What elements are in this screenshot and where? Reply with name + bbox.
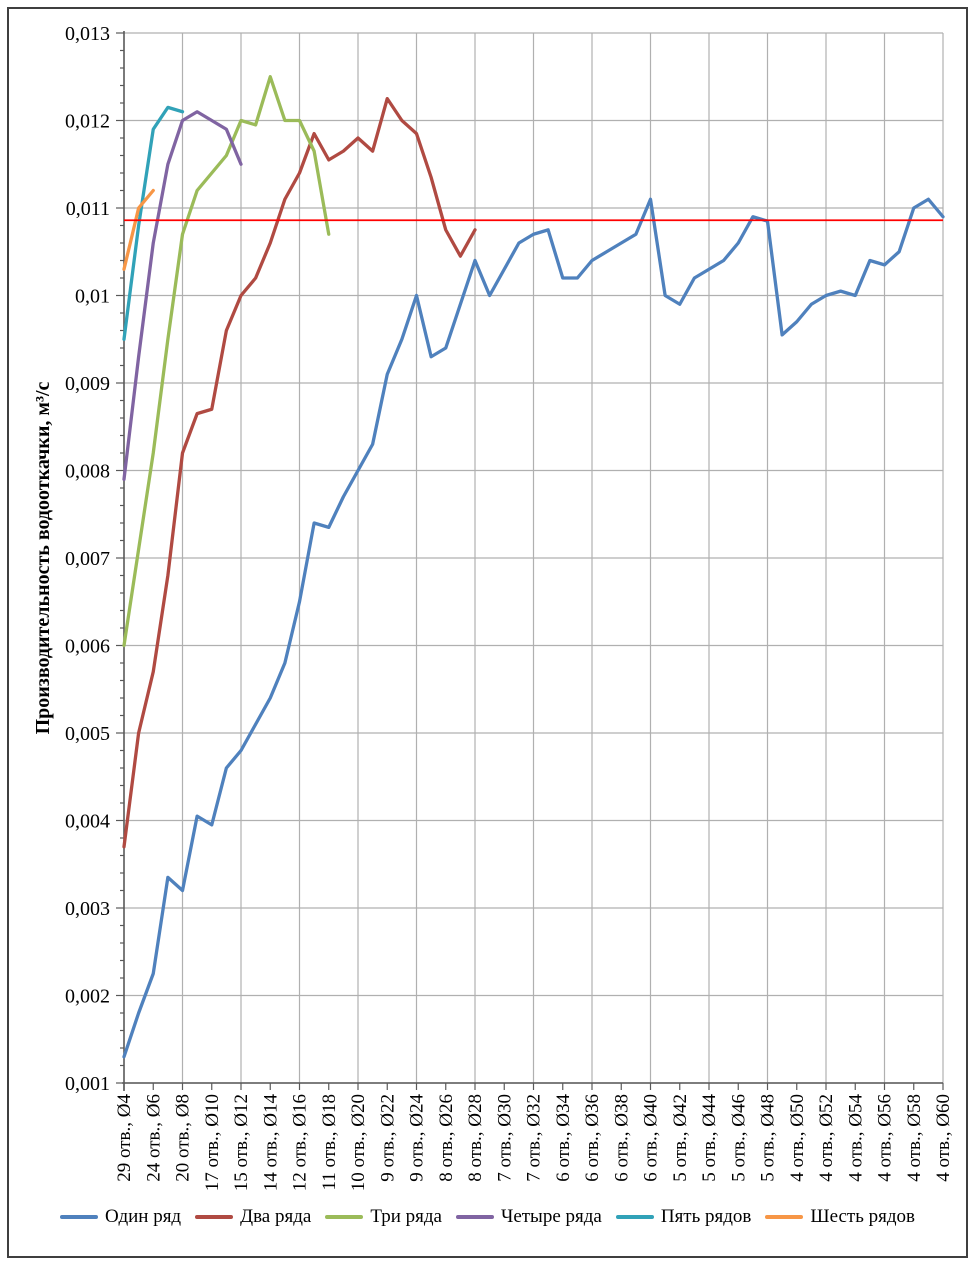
series-line-4 — [122, 110, 243, 481]
y-tick-label: 0,002 — [65, 986, 110, 1008]
y-tick-label: 0,005 — [65, 723, 110, 745]
legend-line-swatch-icon — [325, 1215, 364, 1219]
legend-label: Шесть рядов — [810, 1206, 916, 1227]
y-tick-label: 0,004 — [65, 811, 110, 833]
x-tick-label: 4 отв., Ø60 — [933, 1094, 954, 1182]
series-line-2 — [122, 96, 477, 849]
x-tick-label: 6 отв., Ø40 — [641, 1094, 662, 1182]
x-tick-label: 9 отв., Ø24 — [407, 1094, 428, 1182]
x-tick-label: 6 отв., Ø36 — [582, 1094, 603, 1182]
legend-label: Один ряд — [104, 1206, 182, 1227]
legend-item-6: Шесть рядов — [765, 1206, 915, 1228]
legend-item-1: Один ряд — [59, 1206, 182, 1228]
x-tick-label: 6 отв., Ø38 — [611, 1094, 632, 1182]
x-tick-label: 4 отв., Ø50 — [787, 1094, 808, 1182]
x-tick-label: 15 отв., Ø12 — [231, 1094, 252, 1191]
y-tick-label: 0,006 — [65, 636, 110, 658]
y-axis-title: Производительность водооткачки, м³/с — [32, 381, 54, 734]
legend-label: Пять рядов — [660, 1206, 752, 1227]
x-tick-label: 5 отв., Ø46 — [728, 1094, 749, 1182]
axis-ticks — [116, 32, 944, 1090]
x-tick-label: 8 отв., Ø26 — [436, 1094, 457, 1182]
series-line-6 — [122, 188, 155, 271]
series-lines — [122, 75, 945, 1059]
legend-label: Четыре ряда — [500, 1206, 602, 1227]
x-tick-label: 4 отв., Ø56 — [875, 1094, 896, 1182]
x-tick-label: 24 отв., Ø6 — [143, 1094, 164, 1182]
x-tick-label: 6 отв., Ø34 — [553, 1094, 574, 1182]
y-tick-label: 0,013 — [65, 23, 110, 45]
x-axis-tick-labels: 29 отв., Ø4 24 отв., Ø6 20 отв., Ø8 17 отв.… — [114, 1094, 954, 1192]
series-line-5 — [122, 105, 185, 341]
x-tick-label: 9 отв., Ø22 — [377, 1094, 398, 1182]
y-axis-tick-labels: 0,001 0,002 0,003 0,004 0,005 0,006 0,007 0,008… — [65, 23, 110, 1095]
x-tick-label: 29 отв., Ø4 — [114, 1094, 135, 1182]
x-tick-label: 5 отв., Ø42 — [670, 1094, 691, 1182]
x-tick-label: 14 отв., Ø14 — [260, 1094, 281, 1192]
legend-item-4: Четыре ряда — [455, 1206, 602, 1228]
x-tick-label: 5 отв., Ø48 — [758, 1094, 779, 1182]
x-tick-label: 4 отв., Ø58 — [904, 1094, 925, 1182]
x-tick-label: 7 отв., Ø32 — [524, 1094, 545, 1182]
chart-legend: Один ряд Два ряда Три ряда Четыре ряда Пять … — [0, 1206, 975, 1228]
y-tick-label: 0,007 — [65, 548, 110, 570]
x-tick-label: 17 отв., Ø10 — [202, 1094, 223, 1191]
series-line-1 — [122, 197, 945, 1059]
legend-item-2: Два ряда — [195, 1206, 311, 1228]
legend-line-swatch-icon — [59, 1215, 98, 1219]
x-tick-label: 8 отв., Ø28 — [465, 1094, 486, 1182]
y-tick-label: 0,009 — [65, 373, 110, 395]
legend-line-swatch-icon — [195, 1215, 234, 1219]
y-tick-label: 0,01 — [75, 286, 110, 308]
legend-line-swatch-icon — [455, 1215, 494, 1219]
x-tick-label: 11 отв., Ø18 — [319, 1094, 340, 1191]
x-tick-label: 7 отв., Ø30 — [494, 1094, 515, 1182]
y-tick-label: 0,003 — [65, 898, 110, 920]
legend-line-swatch-icon — [765, 1215, 804, 1219]
x-tick-label: 5 отв., Ø44 — [699, 1094, 720, 1182]
x-tick-label: 12 отв., Ø16 — [290, 1094, 311, 1191]
y-tick-label: 0,011 — [66, 198, 110, 220]
legend-line-swatch-icon — [615, 1215, 654, 1219]
legend-item-3: Три ряда — [325, 1206, 442, 1228]
series-line-3 — [122, 75, 331, 648]
y-tick-label: 0,001 — [65, 1073, 110, 1095]
axes — [122, 31, 943, 1091]
y-tick-label: 0,012 — [65, 111, 110, 133]
x-tick-label: 4 отв., Ø54 — [845, 1094, 866, 1182]
y-tick-label: 0,008 — [65, 461, 110, 483]
legend-item-5: Пять рядов — [615, 1206, 752, 1228]
x-tick-label: 20 отв., Ø8 — [173, 1094, 194, 1182]
x-tick-label: 10 отв., Ø20 — [348, 1094, 369, 1191]
legend-label: Два ряда — [240, 1206, 312, 1227]
legend-label: Три ряда — [370, 1206, 442, 1227]
gridlines — [124, 32, 944, 1084]
x-tick-label: 4 отв., Ø52 — [816, 1094, 837, 1182]
